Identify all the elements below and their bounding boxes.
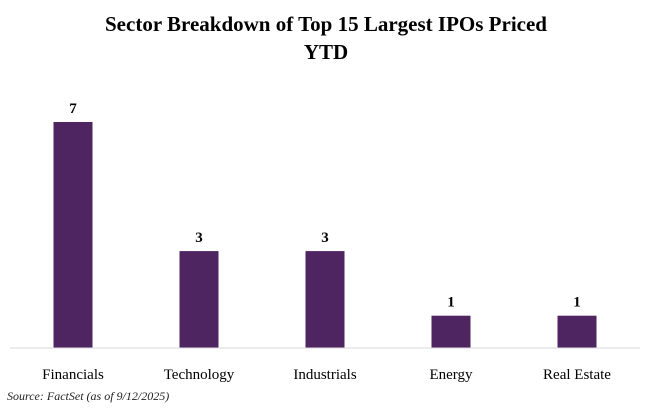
data-label-energy: 1 <box>447 295 455 311</box>
bar-real-estate <box>557 315 597 348</box>
bar-industrials <box>305 251 345 348</box>
data-label-financials: 7 <box>69 101 77 117</box>
x-tick-label-real-estate: Real Estate <box>543 367 611 383</box>
bar-financials <box>53 122 93 348</box>
chart-title-line-1: Sector Breakdown of Top 15 Largest IPOs … <box>105 12 547 36</box>
x-tick-label-technology: Technology <box>164 367 235 383</box>
bar-technology <box>179 251 219 348</box>
bar-energy <box>431 315 471 348</box>
data-label-technology: 3 <box>195 230 203 246</box>
source-note: Source: FactSet (as of 9/12/2025) <box>7 389 170 403</box>
data-label-industrials: 3 <box>321 230 329 246</box>
x-tick-label-energy: Energy <box>429 367 473 383</box>
chart-title: Sector Breakdown of Top 15 Largest IPOs … <box>0 10 652 66</box>
x-tick-label-financials: Financials <box>42 367 104 383</box>
x-tick-label-industrials: Industrials <box>293 367 356 383</box>
chart-title-line-2: YTD <box>303 40 349 64</box>
labels-layer: 7 Financials 3 Technology 3 Industrials 1 Energ… <box>42 101 611 383</box>
data-label-real-estate: 1 <box>573 295 581 311</box>
bars-layer <box>53 122 597 348</box>
